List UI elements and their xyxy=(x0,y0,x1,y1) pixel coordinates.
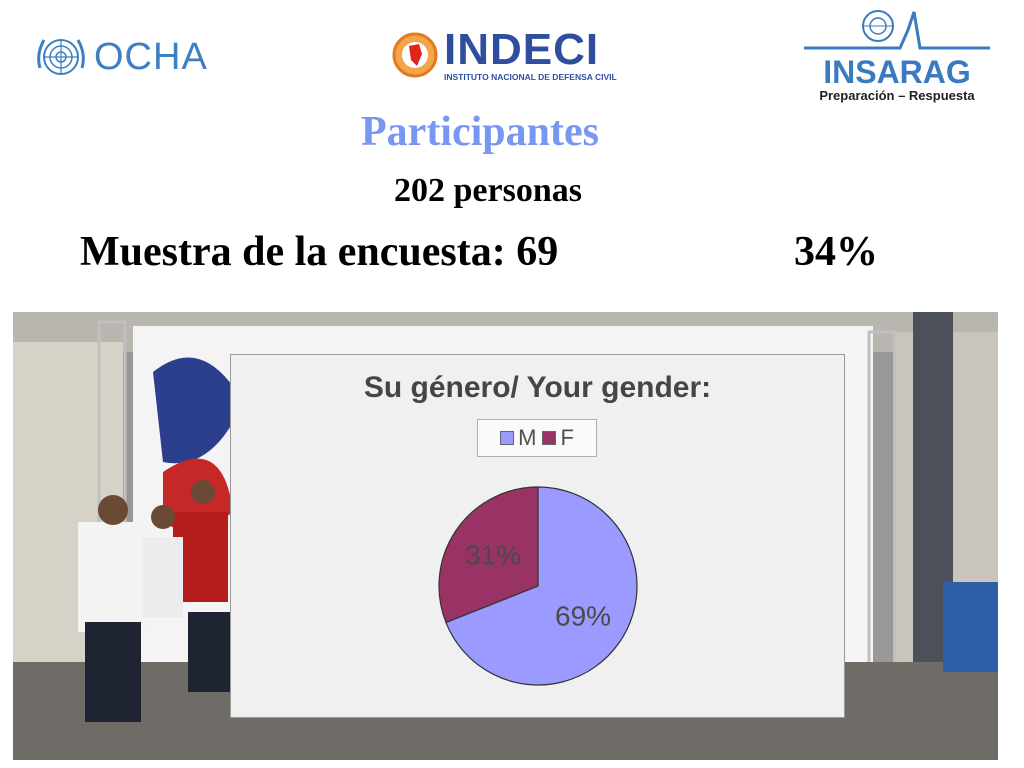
indeci-logo: INDECI INSTITUTO NACIONAL DE DEFENSA CIV… xyxy=(392,24,617,86)
survey-sample: Muestra de la encuesta: 69 xyxy=(80,229,559,275)
insarag-emblem-icon xyxy=(804,10,990,50)
legend-label-f: F xyxy=(560,425,574,450)
legend-item-f: F xyxy=(542,425,574,451)
pie-plot: 69% 31% xyxy=(438,486,638,686)
insarag-wordmark: INSARAG xyxy=(823,54,971,90)
pie-label-m: 69% xyxy=(555,601,611,632)
survey-sample-percent: 34% xyxy=(794,229,878,275)
insarag-subtitle: Preparación – Respuesta xyxy=(819,88,975,103)
slide-title: Participantes xyxy=(361,109,599,155)
pie-slice-f xyxy=(438,486,539,624)
ocha-wordmark: OCHA xyxy=(94,35,208,78)
legend-swatch-f xyxy=(542,431,557,445)
indeci-subtitle: INSTITUTO NACIONAL DE DEFENSA CIVIL xyxy=(444,72,617,82)
chart-title: Su género/ Your gender: xyxy=(363,371,712,404)
gender-pie-chart: Su género/ Your gender: M F 69% 31% xyxy=(230,354,845,718)
indeci-wordmark: INDECI xyxy=(444,25,600,74)
legend-label-m: M xyxy=(518,425,537,450)
pie-label-f: 31% xyxy=(465,539,521,570)
legend-item-m: M xyxy=(500,425,536,451)
insarag-logo: INSARAG Preparación – Respuesta xyxy=(804,8,990,106)
participant-count: 202 personas xyxy=(394,172,582,209)
chart-legend: M F xyxy=(477,419,597,457)
pie-slice-m xyxy=(445,486,638,686)
ocha-logo: OCHA xyxy=(34,32,208,82)
legend-swatch-m xyxy=(500,431,515,445)
indeci-badge-icon xyxy=(392,32,438,78)
un-emblem-icon xyxy=(37,39,85,75)
